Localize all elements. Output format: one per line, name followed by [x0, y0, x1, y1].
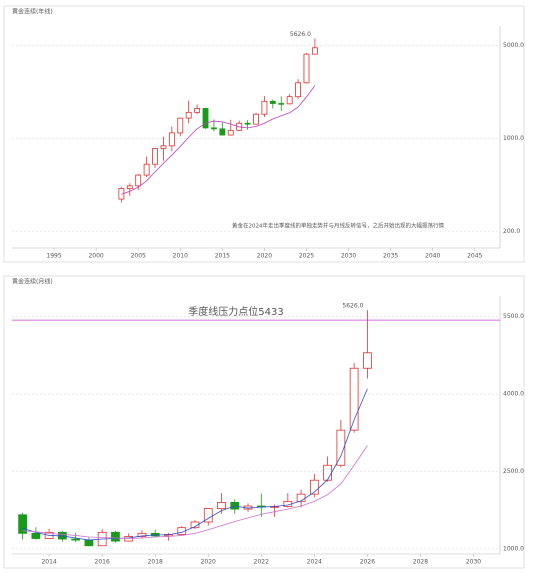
candle-body: [111, 531, 120, 542]
candle-body: [363, 352, 372, 369]
candle-body: [202, 108, 209, 129]
candle-body: [152, 148, 158, 165]
x-tick-label: 2020: [201, 559, 216, 566]
x-tick-label: 2010: [173, 253, 188, 260]
candle-body: [190, 521, 200, 529]
candle-body: [286, 96, 293, 105]
candle-body: [177, 117, 184, 134]
x-tick-label: 2026: [360, 559, 375, 566]
y-tick-label: 5000.0: [503, 42, 524, 49]
y-tick-label: 200.0: [503, 228, 520, 235]
x-tick-label: 2018: [148, 559, 163, 566]
x-tick-label: 2035: [383, 253, 398, 260]
peak-label: 5626.0: [342, 303, 363, 310]
candle-body: [126, 185, 133, 189]
candle-body: [309, 479, 319, 495]
candle-body: [211, 127, 217, 130]
chart-title: 黄金连续(月线): [12, 278, 53, 286]
candle-body: [296, 493, 306, 502]
candle-body: [71, 538, 81, 541]
y-tick-label: 5500.0: [503, 313, 524, 320]
panel-bottom: [3, 275, 525, 569]
candle-body: [323, 464, 332, 481]
moving-average: [22, 445, 368, 539]
candle-body: [261, 100, 268, 115]
candle-body: [303, 53, 310, 84]
candle-body: [84, 539, 94, 547]
moving-average: [121, 85, 316, 195]
candle-body: [135, 174, 142, 187]
candle-body: [253, 113, 259, 125]
candle-body: [278, 103, 285, 105]
panel-top: [3, 5, 525, 263]
x-tick-label: 2000: [88, 253, 103, 260]
moving-average: [22, 388, 368, 541]
peak-label: 5626.0: [290, 31, 311, 38]
candle-body: [168, 132, 175, 147]
x-tick-label: 2016: [95, 559, 110, 566]
x-tick-label: 2024: [307, 559, 322, 566]
chart-title: 黄金连续(年线): [12, 8, 53, 16]
y-tick-label: 4000.0: [503, 391, 524, 398]
x-tick-label: 2015: [215, 253, 230, 260]
candle-body: [244, 122, 251, 125]
x-tick-label: 2045: [467, 253, 482, 260]
y-tick-label: 2500.0: [503, 468, 524, 475]
y-tick-label: 1000.0: [503, 135, 524, 142]
x-tick-label: 2020: [257, 253, 272, 260]
candle-body: [219, 128, 226, 136]
resistance-label: 季度线压力点位5433: [188, 305, 283, 318]
candle-body: [295, 82, 301, 98]
x-tick-label: 2022: [254, 559, 269, 566]
y-tick-label: 1000.0: [503, 545, 524, 552]
x-tick-label: 2028: [413, 559, 428, 566]
x-tick-label: 1995: [46, 253, 61, 260]
candle-body: [203, 508, 213, 523]
candle-body: [349, 367, 359, 431]
candle-body: [217, 501, 226, 509]
candle-body: [160, 145, 167, 149]
candle-body: [227, 129, 234, 136]
candle-body: [18, 514, 27, 534]
annotation: 黄金在2024年走出季度线的单独走势并与月线反转信号，之后开始出现的大幅振荡行情: [232, 222, 444, 230]
candle-body: [31, 532, 41, 539]
x-tick-label: 2014: [41, 559, 56, 566]
x-tick-label: 2040: [425, 253, 440, 260]
candle-body: [311, 47, 318, 55]
x-tick-label: 2025: [299, 253, 314, 260]
candle-body: [137, 532, 147, 537]
x-tick-label: 2030: [466, 559, 481, 566]
x-tick-label: 2005: [131, 253, 146, 260]
candle-body: [336, 429, 346, 466]
candle-body: [185, 111, 192, 119]
candle-body: [143, 163, 150, 176]
candle-body: [194, 108, 201, 113]
x-tick-label: 2030: [341, 253, 356, 260]
candle-body: [269, 100, 276, 104]
